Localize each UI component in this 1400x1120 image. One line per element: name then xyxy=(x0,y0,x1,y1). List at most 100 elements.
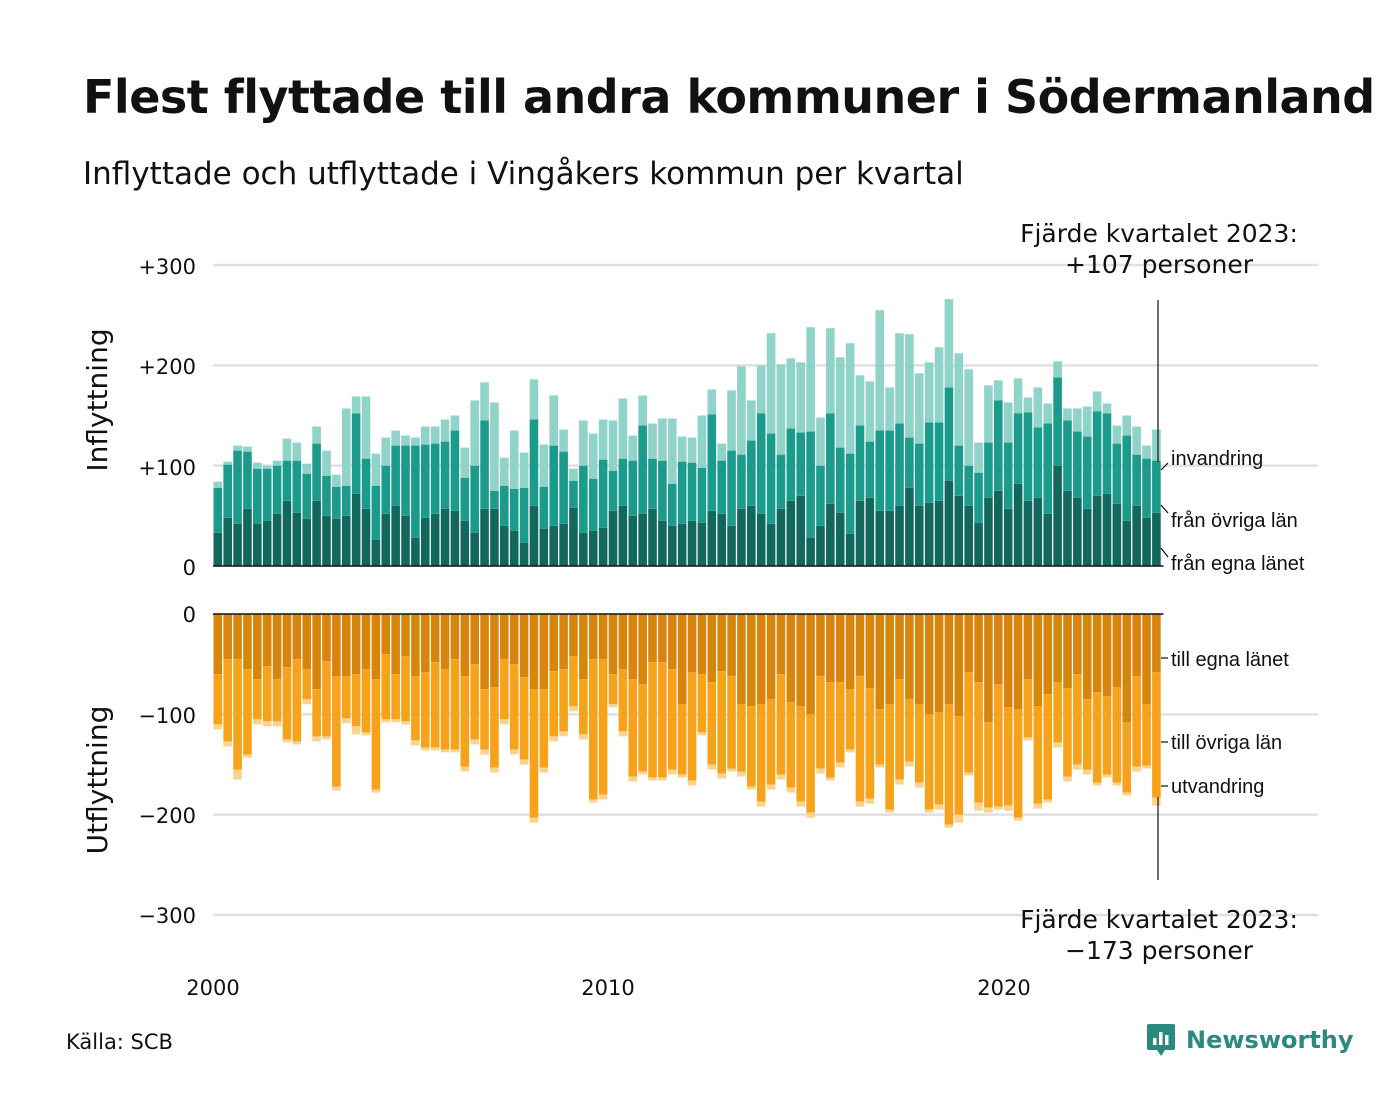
bar-in-2-59 xyxy=(796,362,806,433)
bar-out-1-62 xyxy=(826,682,835,778)
bar-in-2-46 xyxy=(667,418,677,484)
bar-out-2-59 xyxy=(796,801,806,807)
bar-in-2-1 xyxy=(223,461,232,465)
bar-out-0-1 xyxy=(223,614,232,660)
bar-in-0-54 xyxy=(747,505,756,566)
bar-in-2-11 xyxy=(322,450,331,476)
bar-in-1-46 xyxy=(667,483,677,526)
bar-in-2-47 xyxy=(677,436,687,462)
bar-out-1-87 xyxy=(1073,674,1082,765)
bar-out-2-18 xyxy=(391,719,400,723)
bar-in-2-73 xyxy=(934,347,944,423)
bar-out-0-25 xyxy=(460,614,470,677)
bar-in-0-26 xyxy=(470,532,479,566)
bar-out-0-86 xyxy=(1063,614,1072,689)
bar-in-1-14 xyxy=(351,413,361,494)
bar-in-2-54 xyxy=(747,400,756,441)
bar-out-2-88 xyxy=(1082,769,1092,775)
ytick-bottom-100: −100 xyxy=(138,704,196,728)
bar-out-2-56 xyxy=(766,784,776,790)
bar-in-1-2 xyxy=(233,450,242,524)
bar-in-2-90 xyxy=(1102,403,1112,414)
bar-in-1-39 xyxy=(598,459,608,528)
xtick-2010: 2010 xyxy=(581,976,634,1000)
bar-in-2-60 xyxy=(806,327,815,432)
bar-out-2-63 xyxy=(835,762,845,768)
bar-out-2-11 xyxy=(322,736,331,740)
bar-in-0-6 xyxy=(272,513,282,566)
bar-out-2-19 xyxy=(401,721,410,725)
bar-in-0-89 xyxy=(1092,495,1102,566)
bar-in-1-35 xyxy=(559,451,568,524)
bar-out-2-33 xyxy=(539,767,549,773)
bar-out-1-90 xyxy=(1102,696,1112,775)
bar-in-1-82 xyxy=(1023,412,1033,501)
bar-out-1-5 xyxy=(262,666,272,722)
leader-fran-ovriga-lan xyxy=(1160,504,1169,514)
bar-out-1-28 xyxy=(490,687,499,768)
bar-in-0-14 xyxy=(351,493,361,566)
bar-in-0-29 xyxy=(500,525,509,566)
bar-in-1-88 xyxy=(1082,436,1092,509)
bar-in-2-67 xyxy=(875,310,885,431)
bar-out-1-17 xyxy=(381,654,391,720)
bar-out-2-72 xyxy=(924,809,934,813)
bar-out-1-61 xyxy=(816,676,825,769)
bar-in-1-85 xyxy=(1053,377,1062,466)
bar-in-0-84 xyxy=(1043,513,1053,566)
bar-in-1-11 xyxy=(322,475,331,516)
bar-out-0-11 xyxy=(322,614,331,662)
bar-in-1-91 xyxy=(1112,443,1122,504)
bar-in-0-15 xyxy=(361,508,371,566)
bar-out-0-57 xyxy=(776,614,786,675)
bar-out-0-80 xyxy=(1003,614,1013,708)
bar-out-0-54 xyxy=(747,614,756,707)
bar-out-1-67 xyxy=(875,709,885,765)
bar-in-0-37 xyxy=(579,532,588,566)
bar-out-1-59 xyxy=(796,706,806,802)
bar-out-0-62 xyxy=(826,614,835,683)
bar-out-1-64 xyxy=(845,689,855,750)
bar-out-1-50 xyxy=(707,682,717,765)
bar-in-0-44 xyxy=(648,508,657,566)
bar-out-1-25 xyxy=(460,676,470,767)
bar-in-2-68 xyxy=(885,387,894,431)
annotation-bottom-line1: Fjärde kvartalet 2023: xyxy=(1020,905,1298,934)
bar-out-1-15 xyxy=(361,669,371,733)
bar-in-1-48 xyxy=(687,462,697,521)
bar-out-0-6 xyxy=(272,614,282,680)
bar-in-2-32 xyxy=(529,379,539,420)
bar-in-2-8 xyxy=(292,442,302,461)
bar-in-2-3 xyxy=(243,446,252,452)
bar-out-0-71 xyxy=(914,614,924,705)
bar-in-2-33 xyxy=(539,444,549,487)
bar-in-1-61 xyxy=(816,465,825,526)
bar-in-2-6 xyxy=(272,460,282,466)
bar-out-1-88 xyxy=(1082,699,1092,770)
bar-out-2-29 xyxy=(500,719,509,725)
bar-in-1-77 xyxy=(974,472,983,523)
bar-out-1-82 xyxy=(1023,679,1033,738)
bar-in-0-1 xyxy=(223,517,232,566)
bar-out-1-3 xyxy=(243,669,252,755)
bar-out-2-48 xyxy=(687,780,697,786)
bar-in-1-92 xyxy=(1122,435,1132,521)
bar-out-1-63 xyxy=(835,682,845,763)
bar-out-2-73 xyxy=(934,804,944,810)
bar-out-1-85 xyxy=(1053,682,1062,743)
bar-out-0-9 xyxy=(302,614,312,670)
bar-out-1-16 xyxy=(371,679,381,790)
bar-out-1-31 xyxy=(519,677,529,760)
bar-in-0-40 xyxy=(608,510,618,566)
bar-out-0-85 xyxy=(1053,614,1062,683)
bar-out-0-29 xyxy=(500,614,509,660)
bar-in-1-73 xyxy=(934,422,944,501)
bar-in-0-13 xyxy=(341,515,351,566)
bar-out-1-77 xyxy=(974,682,983,803)
bar-out-0-58 xyxy=(786,614,796,703)
bar-in-0-49 xyxy=(697,522,707,566)
bar-in-0-31 xyxy=(519,542,529,566)
bar-in-2-37 xyxy=(579,420,588,466)
bar-in-1-26 xyxy=(470,465,479,533)
bar-out-0-14 xyxy=(351,614,361,675)
